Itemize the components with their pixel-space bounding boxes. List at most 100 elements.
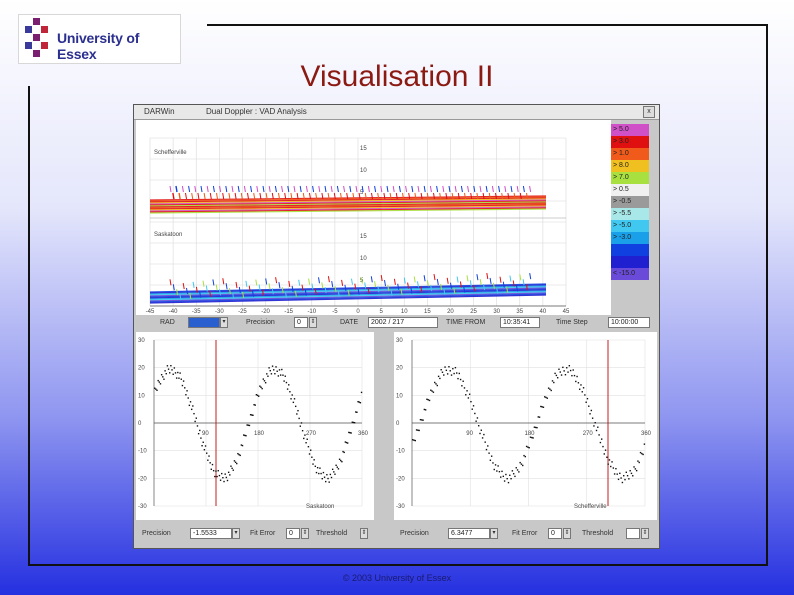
data-point	[500, 476, 502, 478]
data-point	[580, 384, 582, 386]
data-point	[490, 455, 493, 457]
data-point	[476, 417, 479, 419]
precision-field[interactable]: 0	[294, 317, 308, 328]
data-point	[261, 387, 263, 390]
data-point	[533, 426, 536, 428]
wind-tick	[235, 281, 238, 289]
wind-tick	[426, 192, 429, 200]
data-point	[221, 472, 223, 475]
threshold-label-left: Threshold	[316, 530, 348, 537]
wind-tick	[228, 288, 231, 295]
data-point	[356, 411, 358, 413]
data-point	[245, 435, 247, 437]
y-tick-label: 20	[396, 366, 403, 372]
data-point	[470, 400, 472, 403]
radar-select[interactable]	[188, 317, 220, 328]
wind-tick	[411, 185, 414, 193]
data-point	[208, 455, 210, 457]
data-point	[345, 441, 348, 444]
wind-tick	[308, 278, 311, 285]
chevron-down-icon[interactable]: ▾	[490, 528, 498, 539]
wind-tick	[496, 287, 499, 294]
precision-field-right[interactable]: 6.3477	[448, 528, 490, 539]
precision-field-left[interactable]: -1.5533	[190, 528, 232, 539]
data-point	[180, 378, 182, 380]
time-from-field[interactable]: 10:35:41	[500, 317, 540, 328]
spinner-icon[interactable]: ⇕	[641, 528, 649, 539]
fit-error-field-left[interactable]: 0	[286, 528, 300, 539]
wind-tick	[371, 192, 373, 200]
data-point	[331, 468, 334, 471]
data-point	[446, 373, 449, 375]
logo-square-icon	[33, 18, 40, 25]
wind-tick	[302, 192, 305, 200]
data-point	[263, 380, 266, 382]
slide-footer: © 2003 University of Essex	[342, 573, 452, 583]
data-point	[617, 478, 620, 481]
vad-fit-plot-left-svg: 30 20 10 0 -10 -20 -30 90 180 270 360	[138, 338, 369, 510]
data-point	[475, 420, 477, 422]
spinner-icon[interactable]: ⇕	[309, 317, 317, 328]
wind-tick	[181, 185, 184, 193]
wind-tick	[271, 192, 274, 200]
data-point	[630, 472, 633, 475]
data-point	[607, 463, 609, 465]
chevron-down-icon[interactable]: ▾	[232, 528, 240, 539]
data-point	[551, 380, 554, 382]
data-point	[602, 445, 604, 448]
data-point	[615, 467, 617, 470]
window-titlebar[interactable]: DARWin Dual Doppler : VAD Analysis x	[134, 105, 659, 120]
wind-tick	[433, 273, 436, 281]
window-close-button[interactable]: x	[643, 106, 655, 118]
data-point	[608, 459, 611, 461]
data-point	[590, 409, 593, 412]
data-point	[414, 439, 416, 442]
data-point	[412, 439, 414, 441]
wind-tick	[430, 285, 433, 292]
y-tick-label: 15	[360, 146, 367, 152]
frame-top-line	[207, 24, 768, 26]
data-point	[620, 477, 622, 479]
wind-tick	[387, 284, 390, 292]
data-point	[603, 453, 605, 455]
data-point	[503, 480, 506, 482]
data-point	[193, 412, 195, 415]
y-tick-label: 0	[138, 421, 142, 427]
x-tick-label: 90	[466, 431, 473, 437]
threshold-field-right[interactable]	[626, 528, 640, 539]
data-point	[514, 475, 516, 478]
data-point	[327, 477, 329, 480]
spinner-icon[interactable]: ⇕	[360, 528, 368, 539]
date-field[interactable]: 2002 / 217	[368, 317, 438, 328]
data-point	[178, 377, 180, 379]
data-point	[173, 367, 176, 369]
wind-tick	[285, 291, 287, 299]
wind-tick	[354, 283, 357, 290]
wind-tick	[370, 276, 373, 283]
data-point	[624, 478, 626, 481]
wind-tick	[265, 192, 268, 200]
spinner-icon[interactable]: ⇕	[301, 528, 309, 539]
wind-tick	[457, 192, 460, 200]
data-point	[604, 449, 607, 451]
fit-error-field-right[interactable]: 0	[548, 528, 562, 539]
data-point	[638, 461, 640, 464]
data-point	[187, 397, 189, 399]
y-tick-label: 20	[138, 366, 145, 372]
x-tick-label: 25	[470, 309, 477, 315]
spinner-icon[interactable]: ⇕	[563, 528, 571, 539]
chevron-down-icon[interactable]: ▾	[220, 317, 228, 328]
wind-tick	[476, 192, 479, 200]
wind-band-upper	[149, 200, 547, 206]
wind-band-lower	[149, 291, 547, 301]
time-step-field[interactable]: 10:00:00	[608, 317, 650, 328]
legend-entry: > 7.0	[611, 172, 649, 184]
wind-tick	[324, 185, 327, 193]
data-point	[351, 421, 353, 423]
data-point	[254, 404, 256, 406]
data-point	[563, 370, 565, 372]
wind-tick	[341, 279, 344, 286]
data-point	[234, 461, 237, 463]
wind-tick	[398, 185, 401, 193]
lower-panel-label: Saskatoon	[154, 232, 182, 238]
